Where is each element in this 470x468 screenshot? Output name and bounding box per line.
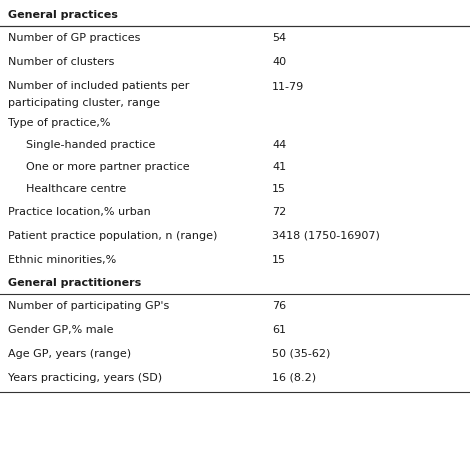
Text: Single-handed practice: Single-handed practice [26,140,156,150]
Text: Number of included patients per: Number of included patients per [8,81,189,91]
Text: One or more partner practice: One or more partner practice [26,162,189,172]
Text: Number of participating GP's: Number of participating GP's [8,301,169,311]
Text: Patient practice population, n (range): Patient practice population, n (range) [8,231,217,241]
Text: 41: 41 [272,162,286,172]
Text: participating cluster, range: participating cluster, range [8,98,160,108]
Text: General practitioners: General practitioners [8,278,141,288]
Text: 11-79: 11-79 [272,82,304,92]
Text: Practice location,% urban: Practice location,% urban [8,207,151,217]
Text: Years practicing, years (SD): Years practicing, years (SD) [8,373,162,383]
Text: Ethnic minorities,%: Ethnic minorities,% [8,255,116,265]
Text: General practices: General practices [8,10,118,20]
Text: 54: 54 [272,33,286,43]
Text: Type of practice,%: Type of practice,% [8,118,110,128]
Text: 72: 72 [272,207,286,217]
Text: 15: 15 [272,255,286,265]
Text: Number of GP practices: Number of GP practices [8,33,141,43]
Text: 76: 76 [272,301,286,311]
Text: Gender GP,% male: Gender GP,% male [8,325,113,335]
Text: Number of clusters: Number of clusters [8,57,114,67]
Text: Age GP, years (range): Age GP, years (range) [8,349,131,359]
Text: 44: 44 [272,140,286,150]
Text: 40: 40 [272,57,286,67]
Text: 16 (8.2): 16 (8.2) [272,373,316,383]
Text: 50 (35-62): 50 (35-62) [272,349,330,359]
Text: 3418 (1750-16907): 3418 (1750-16907) [272,231,380,241]
Text: 15: 15 [272,184,286,194]
Text: 61: 61 [272,325,286,335]
Text: Healthcare centre: Healthcare centre [26,184,126,194]
